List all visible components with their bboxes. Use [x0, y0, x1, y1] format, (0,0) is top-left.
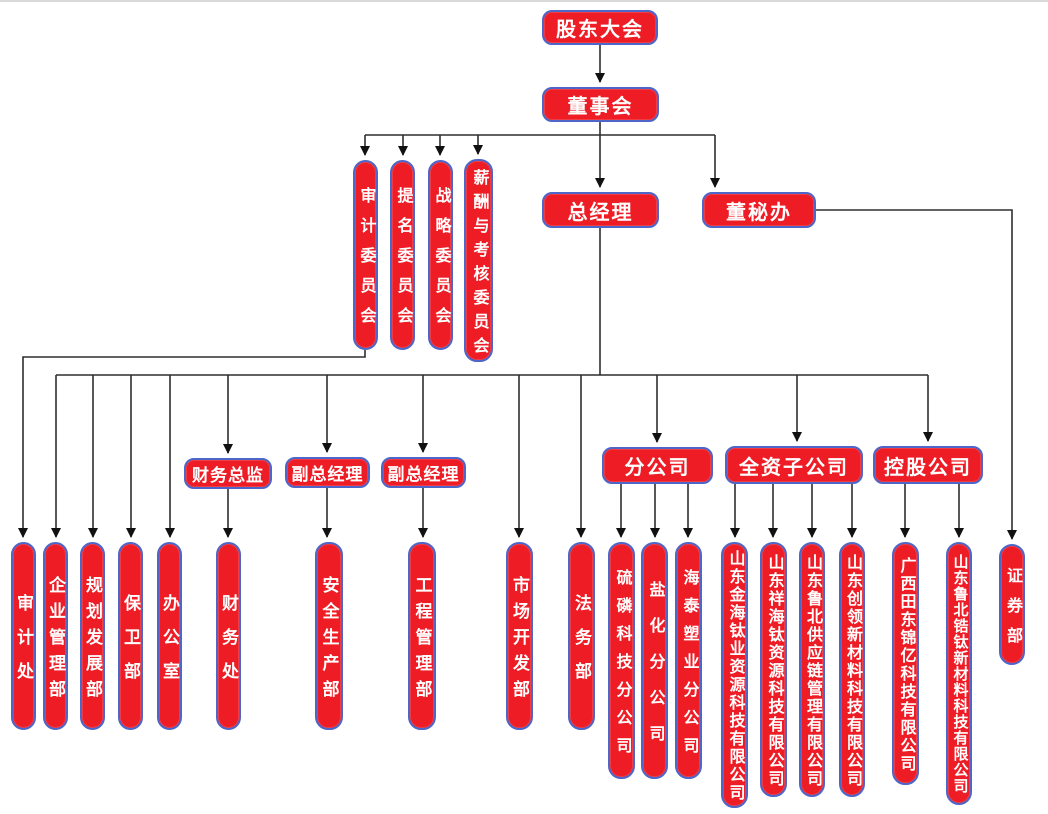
node-legal-dept: 法务部 — [568, 542, 595, 730]
node-label: 财务总监 — [192, 466, 264, 485]
node-label: 法务部 — [572, 593, 591, 696]
node-label: 副总经理 — [291, 465, 364, 484]
node-label: 薪酬与考核委员会 — [470, 168, 488, 361]
node-chuangling-materials-company: 山东创领新材料科技有限公司 — [839, 542, 865, 797]
node-label: 副总经理 — [387, 465, 460, 484]
node-label: 提名委员会 — [394, 187, 412, 337]
node-label: 山东鲁北供应链管理有限公司 — [804, 553, 821, 788]
node-label: 审计处 — [14, 593, 33, 696]
node-sulfur-phosphorus-branch: 硫磷科技分公司 — [608, 542, 635, 779]
node-label: 硫磷科技分公司 — [613, 568, 631, 765]
node-planning-development-dept: 规划发展部 — [80, 542, 105, 730]
node-guangxi-jinyi-company: 广西田东锦亿科技有限公司 — [892, 542, 919, 785]
node-label: 山东创领新材料科技有限公司 — [844, 553, 861, 788]
node-label: 审计委员会 — [357, 187, 375, 337]
node-deputy-gm-2: 副总经理 — [381, 457, 466, 488]
node-branch-companies: 分公司 — [602, 447, 713, 484]
node-enterprise-management-dept: 企业管理部 — [43, 542, 68, 730]
node-label: 控股公司 — [884, 456, 972, 479]
node-safety-production-dept: 安全生产部 — [315, 542, 343, 730]
node-label: 工程管理部 — [412, 575, 432, 706]
node-label: 董秘办 — [726, 201, 792, 224]
node-label: 保卫部 — [121, 593, 140, 696]
node-salt-chemical-branch: 盐化分公司 — [641, 542, 668, 779]
node-market-development-dept: 市场开发部 — [506, 542, 533, 730]
node-label: 董事会 — [567, 96, 634, 118]
node-audit-committee: 审计委员会 — [353, 160, 378, 350]
node-nomination-committee: 提名委员会 — [390, 160, 415, 350]
node-remuneration-committee: 薪酬与考核委员会 — [464, 159, 493, 362]
node-label: 海泰塑业分公司 — [680, 568, 698, 765]
node-label: 证券部 — [1004, 566, 1021, 657]
node-label: 战略委员会 — [432, 187, 450, 337]
node-label: 规划发展部 — [83, 575, 102, 706]
node-wholly-owned-subsidiaries: 全资子公司 — [725, 446, 863, 484]
node-cfo: 财务总监 — [184, 458, 272, 489]
node-label: 安全生产部 — [319, 575, 339, 706]
node-haitai-plastics-branch: 海泰塑业分公司 — [675, 542, 702, 779]
node-deputy-gm-1: 副总经理 — [285, 457, 370, 488]
node-board-secretary-office: 董秘办 — [702, 192, 816, 228]
node-general-office: 办公室 — [157, 542, 182, 730]
node-lubei-supply-chain-company: 山东鲁北供应链管理有限公司 — [799, 542, 825, 797]
node-shareholders-meeting: 股东大会 — [542, 10, 658, 45]
node-label: 总经理 — [567, 201, 634, 224]
node-jinhai-titanium-company: 山东金海钛业资源科技有限公司 — [721, 542, 748, 808]
node-general-manager: 总经理 — [542, 192, 659, 228]
node-label: 广西田东锦亿科技有限公司 — [897, 556, 915, 773]
node-finance-office: 财务处 — [216, 542, 241, 730]
node-label: 市场开发部 — [510, 575, 529, 706]
node-label: 全资子公司 — [739, 456, 849, 479]
node-label: 山东鲁北锆钛新材料科技有限公司 — [951, 554, 968, 794]
node-label: 企业管理部 — [46, 575, 65, 706]
node-securities-dept: 证券部 — [999, 544, 1025, 665]
node-label: 盐化分公司 — [646, 580, 664, 761]
node-holding-companies: 控股公司 — [873, 446, 983, 484]
node-board-of-directors: 董事会 — [542, 87, 659, 122]
node-engineering-management-dept: 工程管理部 — [408, 542, 436, 730]
node-label: 财务处 — [219, 593, 238, 696]
node-security-dept: 保卫部 — [118, 542, 143, 730]
node-xianghai-titanium-company: 山东祥海钛资源科技有限公司 — [760, 542, 787, 797]
node-strategy-committee: 战略委员会 — [428, 160, 453, 350]
node-label: 山东祥海钛资源科技有限公司 — [765, 553, 783, 788]
node-label: 办公室 — [160, 593, 179, 696]
node-audit-office: 审计处 — [11, 542, 36, 730]
node-label: 股东大会 — [556, 19, 644, 41]
node-label: 分公司 — [624, 457, 691, 479]
node-label: 山东金海钛业资源科技有限公司 — [726, 550, 744, 802]
node-lubei-zirconium-company: 山东鲁北锆钛新材料科技有限公司 — [946, 542, 972, 805]
